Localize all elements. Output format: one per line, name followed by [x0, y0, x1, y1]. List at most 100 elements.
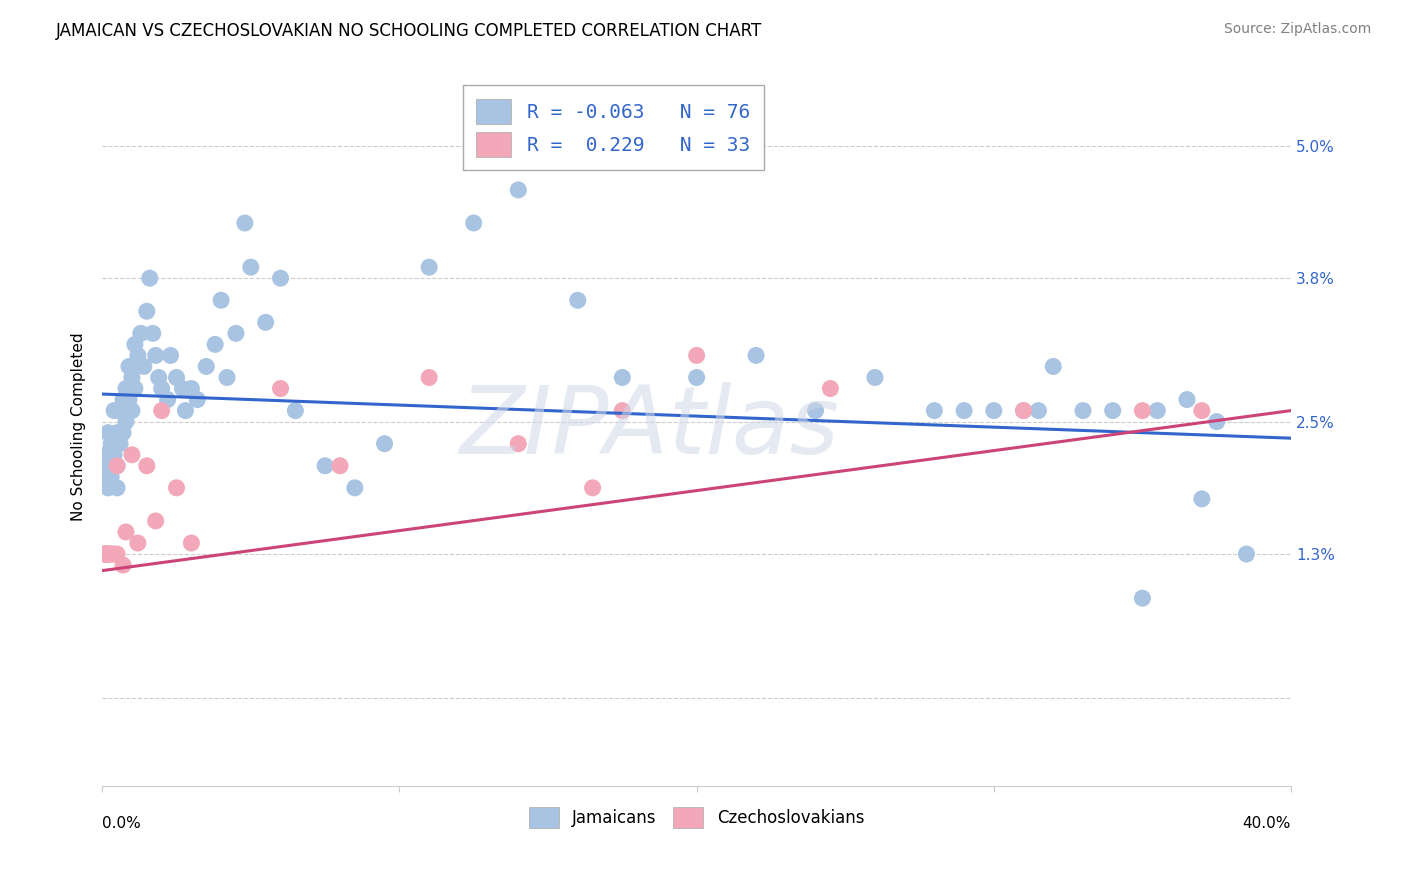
Point	[145, 514, 167, 528]
Point	[1191, 491, 1213, 506]
Point	[127, 348, 149, 362]
Point	[148, 370, 170, 384]
Point	[166, 370, 188, 384]
Point	[195, 359, 218, 374]
Point	[97, 425, 120, 440]
Point	[97, 547, 120, 561]
Point	[314, 458, 336, 473]
Point	[508, 183, 530, 197]
Point	[111, 425, 134, 440]
Point	[612, 403, 634, 417]
Point	[612, 370, 634, 384]
Point	[142, 326, 165, 341]
Point	[270, 271, 292, 285]
Point	[1132, 591, 1154, 606]
Point	[233, 216, 256, 230]
Legend: Jamaicans, Czechoslovakians: Jamaicans, Czechoslovakians	[522, 800, 870, 835]
Point	[270, 382, 292, 396]
Point	[284, 403, 307, 417]
Point	[108, 403, 131, 417]
Point	[180, 536, 202, 550]
Point	[121, 370, 143, 384]
Point	[180, 382, 202, 396]
Point	[108, 436, 131, 450]
Point	[204, 337, 226, 351]
Point	[97, 481, 120, 495]
Point	[124, 337, 146, 351]
Text: JAMAICAN VS CZECHOSLOVAKIAN NO SCHOOLING COMPLETED CORRELATION CHART: JAMAICAN VS CZECHOSLOVAKIAN NO SCHOOLING…	[56, 22, 762, 40]
Point	[418, 260, 440, 274]
Point	[97, 547, 120, 561]
Point	[105, 458, 128, 473]
Point	[94, 547, 117, 561]
Point	[1012, 403, 1035, 417]
Point	[94, 547, 117, 561]
Y-axis label: No Schooling Completed: No Schooling Completed	[72, 333, 86, 522]
Point	[94, 470, 117, 484]
Point	[105, 547, 128, 561]
Point	[215, 370, 238, 384]
Point	[100, 470, 122, 484]
Point	[103, 403, 125, 417]
Point	[100, 547, 122, 561]
Point	[1236, 547, 1258, 561]
Point	[111, 392, 134, 407]
Point	[145, 348, 167, 362]
Point	[983, 403, 1005, 417]
Point	[150, 382, 173, 396]
Point	[581, 481, 603, 495]
Text: Source: ZipAtlas.com: Source: ZipAtlas.com	[1223, 22, 1371, 37]
Point	[105, 481, 128, 495]
Point	[1146, 403, 1168, 417]
Text: 40.0%: 40.0%	[1243, 816, 1291, 831]
Point	[863, 370, 886, 384]
Point	[804, 403, 827, 417]
Point	[121, 403, 143, 417]
Point	[135, 458, 157, 473]
Point	[745, 348, 768, 362]
Point	[94, 547, 117, 561]
Point	[150, 403, 173, 417]
Point	[374, 436, 396, 450]
Point	[166, 481, 188, 495]
Point	[105, 458, 128, 473]
Point	[820, 382, 842, 396]
Point	[1071, 403, 1094, 417]
Point	[135, 304, 157, 318]
Point	[118, 359, 141, 374]
Point	[94, 547, 117, 561]
Point	[172, 382, 194, 396]
Point	[118, 392, 141, 407]
Point	[225, 326, 247, 341]
Point	[1205, 415, 1227, 429]
Point	[174, 403, 197, 417]
Point	[156, 392, 179, 407]
Point	[100, 547, 122, 561]
Point	[159, 348, 181, 362]
Point	[124, 382, 146, 396]
Point	[1028, 403, 1050, 417]
Point	[127, 536, 149, 550]
Point	[1191, 403, 1213, 417]
Point	[1175, 392, 1198, 407]
Point	[463, 216, 485, 230]
Point	[121, 448, 143, 462]
Point	[685, 370, 707, 384]
Point	[94, 448, 117, 462]
Point	[103, 547, 125, 561]
Point	[132, 359, 155, 374]
Point	[1132, 403, 1154, 417]
Point	[186, 392, 208, 407]
Point	[953, 403, 976, 417]
Point	[924, 403, 946, 417]
Point	[1101, 403, 1123, 417]
Point	[111, 558, 134, 573]
Point	[115, 524, 138, 539]
Point	[508, 436, 530, 450]
Point	[1042, 359, 1064, 374]
Point	[97, 547, 120, 561]
Point	[254, 315, 277, 329]
Point	[239, 260, 262, 274]
Point	[103, 448, 125, 462]
Point	[97, 458, 120, 473]
